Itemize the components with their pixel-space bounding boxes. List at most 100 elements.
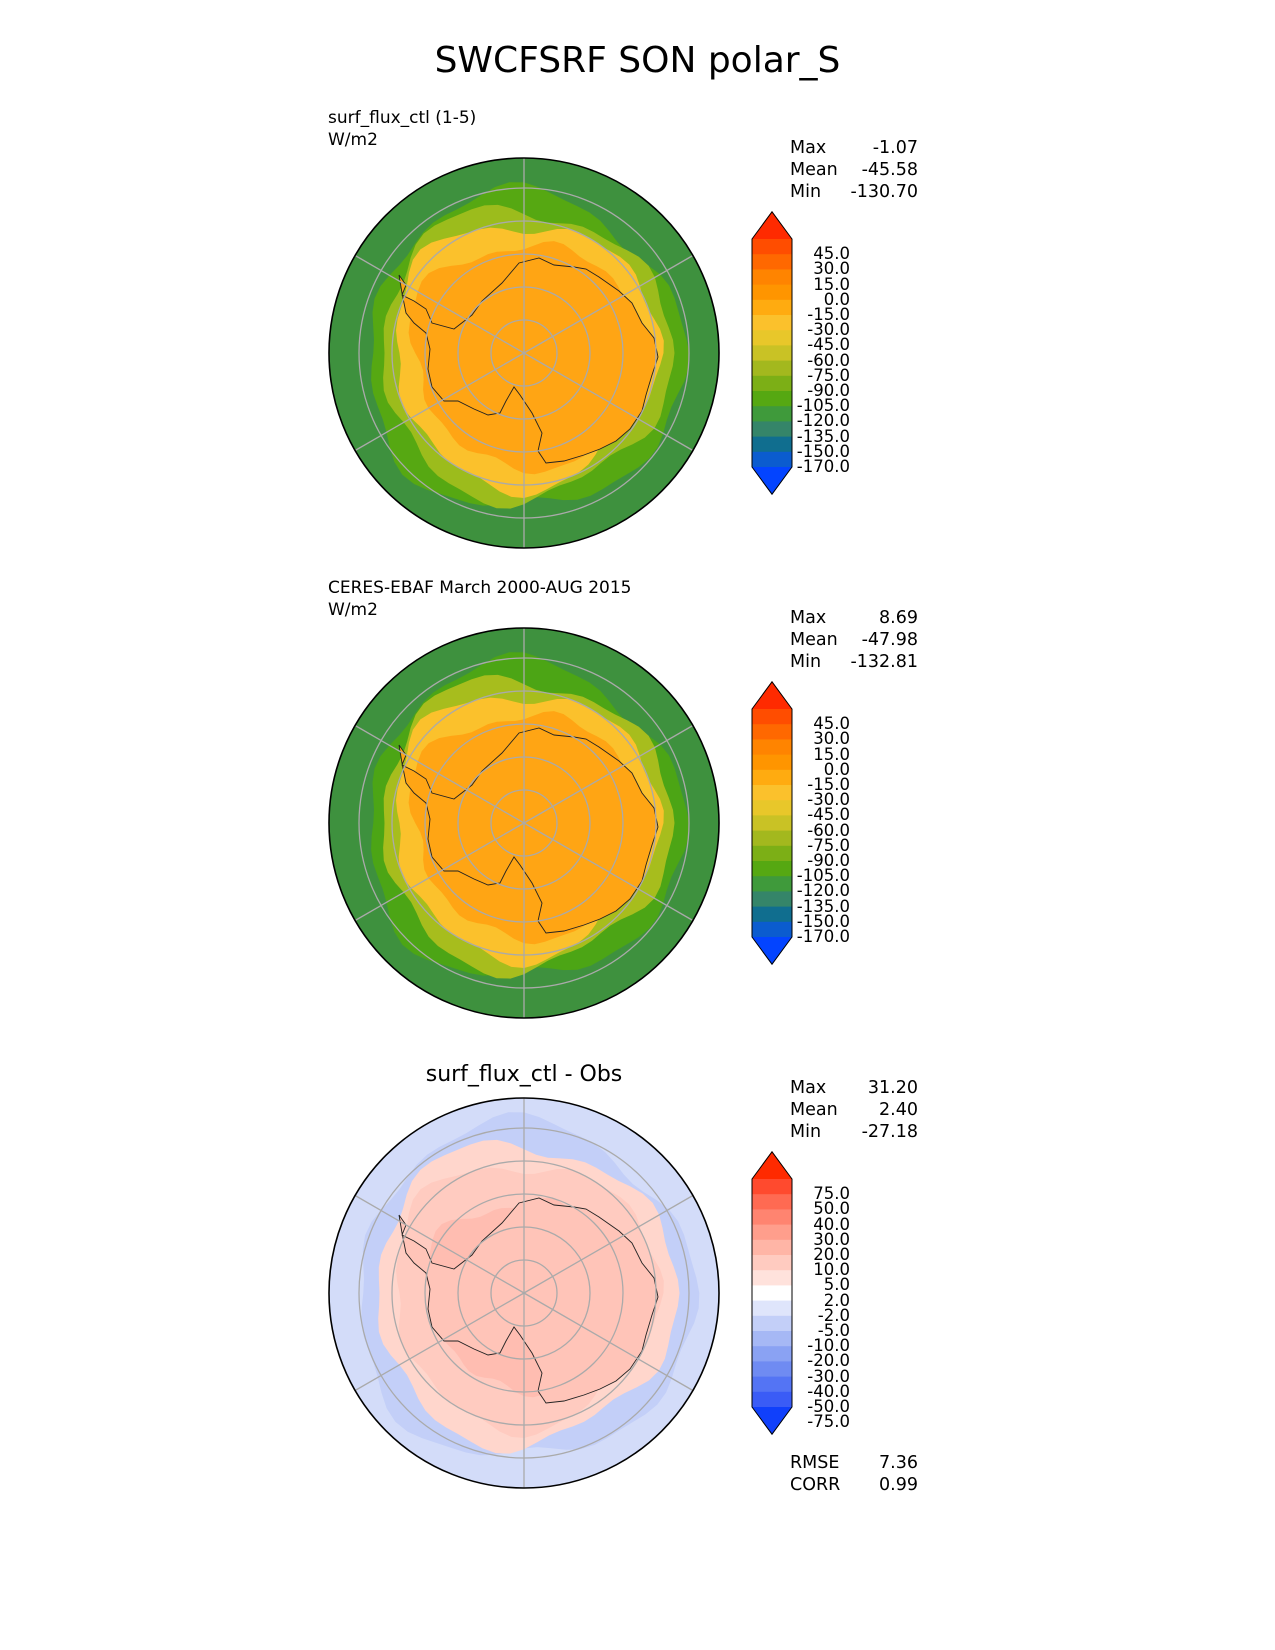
colorbar-segment [752,800,792,816]
colorbar-segment [752,709,792,725]
colorbar-top-extend [752,211,792,239]
graticule [354,1098,694,1488]
colorbar-segment [752,1194,792,1210]
colorbar-tick-label: -30.0 [807,1366,850,1386]
rmse-label: RMSE [790,1453,840,1473]
colorbar-segment [752,269,792,286]
colorbar-segment [752,451,792,468]
colorbar-segment [752,360,792,377]
corr-value: 0.99 [879,1475,918,1495]
colorbar-tick-label: 10.0 [813,1260,850,1280]
colorbar-segment [752,315,792,331]
colorbar-tick-label: -2.0 [817,1305,850,1325]
corr-label: CORR [790,1475,841,1495]
colorbar-segment [752,1376,792,1393]
colorbar-tick-label: -90.0 [807,381,850,400]
colorbar-bottom-extend [752,937,792,965]
max-label: Max [790,1078,827,1098]
colorbar-tick-label: 40.0 [813,1214,850,1234]
colorbar-segment [752,1285,792,1302]
colorbar [751,681,793,965]
max-value: 31.20 [867,1078,918,1098]
colorbar-tick-label: 0.0 [823,759,850,779]
colorbar-segment [752,406,792,422]
polar-map [328,157,720,549]
colorbar-segment [752,785,792,801]
colorbar-segment [752,906,792,923]
colorbar-segment [752,1209,792,1226]
mean-value: 2.40 [879,1100,918,1120]
mean-label: Mean [790,160,838,180]
colorbar-tick-label: -45.0 [807,335,850,355]
figure-title: SWCFSRF SON polar_S [434,40,841,81]
max-label: Max [790,608,827,628]
units-label: W/m2 [328,600,378,620]
graticule [354,158,694,548]
panel-ref: CERES-EBAF March 2000-AUG 2015 W/m2 Max 8… [0,470,1275,1019]
colorbar-tick-label: 75.0 [813,1184,850,1204]
colorbar-tick-label: -170.0 [796,927,850,946]
units-label: W/m2 [328,130,378,150]
mean-label: Mean [790,630,838,650]
colorbar-segment [752,769,792,786]
polar-map [328,627,720,1019]
colorbar-tick-label: -60.0 [807,350,850,370]
colorbar-top-extend [752,681,792,709]
colorbar-tick-label: -120.0 [796,411,850,431]
colorbar-tick-label: -135.0 [796,896,850,916]
colorbar-segment [752,876,792,892]
min-label: Min [790,652,822,672]
mean-label: Mean [790,1100,838,1120]
colorbar-segment [752,1224,792,1241]
colorbar-tick-label: -30.0 [807,320,850,340]
max-value: -1.07 [872,138,918,158]
colorbar-tick-label: -10.0 [807,1336,850,1356]
colorbar-bottom-extend [752,1407,792,1435]
case-label: CERES-EBAF March 2000-AUG 2015 [328,578,632,598]
colorbar-segment [752,1346,792,1362]
colorbar-tick-label: 0.0 [823,289,850,309]
min-label: Min [790,1122,822,1142]
colorbar-outline [751,681,793,965]
colorbar-tick-label: -150.0 [796,911,850,931]
colorbar-tick-label: -75.0 [807,1412,850,1432]
colorbar-bottom-extend [752,467,792,495]
colorbar-tick-label: 30.0 [813,729,850,749]
colorbar-tick-label: 2.0 [823,1290,850,1310]
colorbar-tick-label: -60.0 [807,820,850,840]
diff-title: surf_flux_ctl - Obs [425,1062,623,1087]
colorbar-segment [752,299,792,316]
colorbar-segment [752,1179,792,1195]
colorbar [751,211,793,495]
colorbar-tick-label: 15.0 [813,744,850,764]
colorbar-segment [752,921,792,938]
rmse-value: 7.36 [879,1453,918,1473]
min-value: -130.70 [850,182,918,202]
colorbar-segment [752,284,792,301]
mean-value: -45.58 [861,160,918,180]
colorbar-segment [752,1270,792,1286]
colorbar-tick-label: 45.0 [813,714,850,734]
colorbar-ticks: 45.0 30.0 15.0 0.0 -15.0 -30.0 -45.0 -60.0 -75.0… [792,701,850,944]
colorbar-tick-label: 50.0 [813,1199,850,1219]
colorbar-tick-label: 45.0 [813,244,850,264]
colorbar-tick-label: -75.0 [807,835,850,855]
colorbar-tick-label: -40.0 [807,1381,850,1401]
colorbar-segment [752,1315,792,1332]
stats-box: Max 8.69 Mean -47.98 Min -132.81 [790,607,918,673]
colorbar-outline [751,1151,793,1435]
min-value: -132.81 [850,652,918,672]
colorbar-tick-label: -45.0 [807,805,850,825]
colorbar-segment [752,254,792,270]
colorbar-tick-label: 15.0 [813,274,850,294]
colorbar-segment [752,724,792,740]
colorbar-segment [752,815,792,832]
colorbar-tick-label: -90.0 [807,851,850,870]
mean-value: -47.98 [861,630,918,650]
colorbar-segment [752,391,792,407]
colorbar-tick-label: -105.0 [796,866,850,886]
antarctica-coastline [398,257,659,464]
colorbar-segment [752,1239,792,1256]
colorbar-segment [752,891,792,908]
colorbar-tick-label: -20.0 [807,1351,850,1371]
